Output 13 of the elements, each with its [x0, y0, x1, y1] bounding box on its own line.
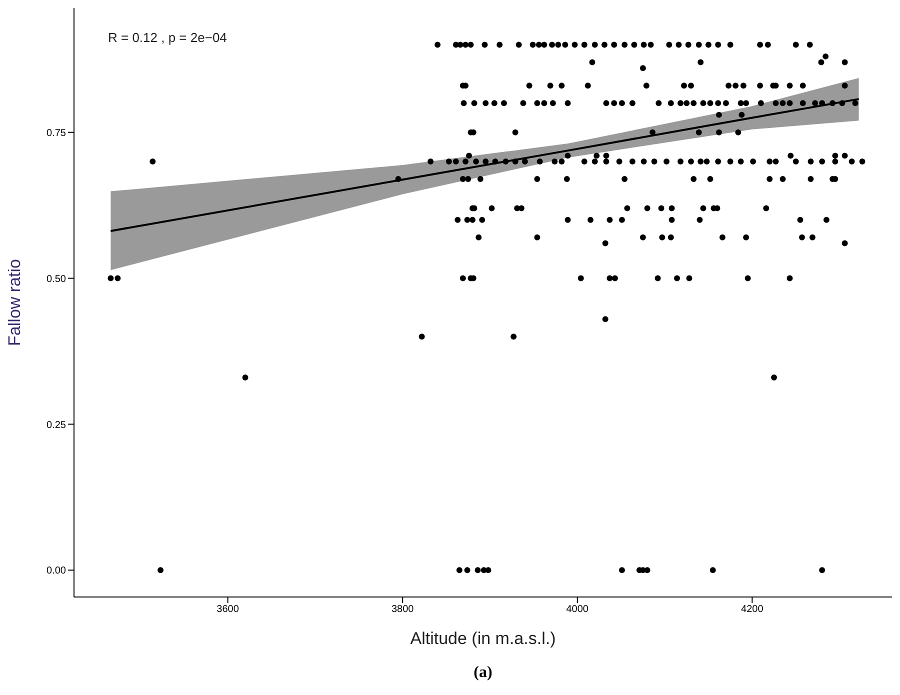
annotation: R = 0.12 , p = 2e−04: [108, 30, 227, 45]
y-tick-label: 0.25: [46, 420, 66, 431]
x-tick-label: 4000: [566, 604, 589, 616]
x-tick-label: 3800: [391, 604, 414, 616]
text: (a): [472, 664, 494, 682]
line-series: [110, 98, 860, 232]
x-axis-title: Altitude (in m.a.s.l.): [410, 629, 556, 648]
y-tick-label: 0.75: [46, 128, 66, 139]
y-tick-label: 0.50: [46, 274, 66, 285]
x-tick-label: 3600: [216, 604, 240, 616]
x-tick-label: 4200: [741, 604, 764, 616]
y-axis-title: Fallow ratio: [5, 259, 24, 346]
y-tick-label: 0.00: [46, 566, 66, 577]
